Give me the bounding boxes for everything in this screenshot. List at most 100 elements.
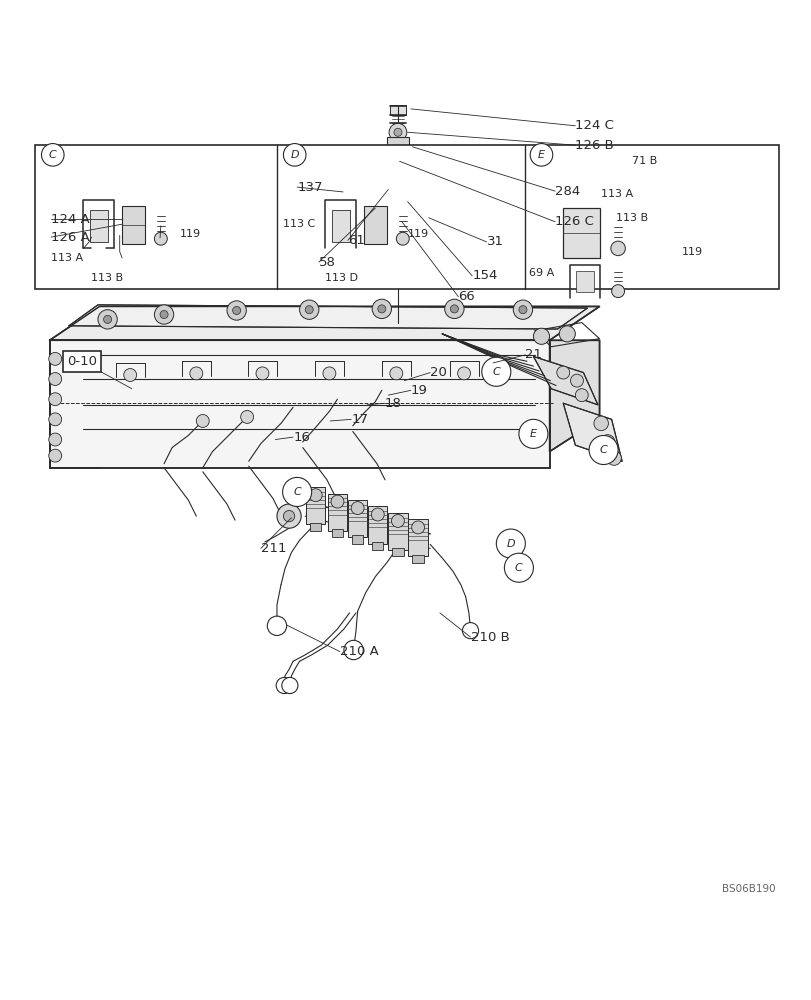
Text: 71 B: 71 B xyxy=(631,156,656,166)
Text: 284: 284 xyxy=(555,185,580,198)
Bar xyxy=(363,206,386,244)
Polygon shape xyxy=(69,305,586,329)
Circle shape xyxy=(283,144,306,166)
Circle shape xyxy=(121,216,129,224)
Polygon shape xyxy=(118,190,132,199)
Circle shape xyxy=(350,502,363,515)
Text: C: C xyxy=(514,563,522,573)
Circle shape xyxy=(305,306,313,314)
Circle shape xyxy=(299,300,319,319)
Bar xyxy=(122,206,144,244)
Text: 16: 16 xyxy=(293,431,310,444)
Circle shape xyxy=(610,241,624,256)
Text: 113 D: 113 D xyxy=(325,273,358,283)
Circle shape xyxy=(588,435,617,465)
Circle shape xyxy=(518,419,547,448)
Circle shape xyxy=(326,177,334,185)
Text: D: D xyxy=(290,150,298,160)
Circle shape xyxy=(593,416,607,431)
Circle shape xyxy=(49,373,62,385)
Circle shape xyxy=(388,123,406,141)
Text: 124 A: 124 A xyxy=(51,213,90,226)
Text: 137: 137 xyxy=(297,181,322,194)
Circle shape xyxy=(496,529,525,558)
Circle shape xyxy=(281,677,298,694)
Circle shape xyxy=(196,415,209,427)
Circle shape xyxy=(98,310,117,329)
Bar xyxy=(392,548,403,556)
Circle shape xyxy=(411,521,424,534)
Bar xyxy=(412,555,423,563)
Polygon shape xyxy=(388,513,407,550)
Bar xyxy=(35,145,778,289)
Circle shape xyxy=(444,299,464,319)
Circle shape xyxy=(49,413,62,426)
Text: 31: 31 xyxy=(486,235,503,248)
Circle shape xyxy=(530,144,552,166)
Text: 119: 119 xyxy=(681,247,702,257)
Circle shape xyxy=(533,328,549,344)
Text: 154: 154 xyxy=(471,269,497,282)
Text: 113 C: 113 C xyxy=(283,219,315,229)
Text: E: E xyxy=(538,150,544,160)
Polygon shape xyxy=(408,519,427,556)
Circle shape xyxy=(276,677,292,694)
Circle shape xyxy=(391,214,404,227)
Circle shape xyxy=(282,477,311,506)
Bar xyxy=(576,271,593,292)
Polygon shape xyxy=(49,306,599,340)
Bar xyxy=(310,523,321,531)
Circle shape xyxy=(283,510,294,522)
Circle shape xyxy=(240,410,253,423)
Bar xyxy=(563,208,599,258)
Circle shape xyxy=(255,367,268,380)
Bar xyxy=(90,210,108,242)
Text: 126 A: 126 A xyxy=(51,231,90,244)
Text: 0-10: 0-10 xyxy=(67,355,97,368)
Text: 18: 18 xyxy=(384,397,401,410)
Circle shape xyxy=(190,200,206,216)
Circle shape xyxy=(513,300,532,319)
Text: 126 C: 126 C xyxy=(555,215,594,228)
Circle shape xyxy=(611,285,624,298)
Circle shape xyxy=(518,306,526,314)
Circle shape xyxy=(49,449,62,462)
Text: 124 C: 124 C xyxy=(575,119,613,132)
Polygon shape xyxy=(533,356,597,405)
Circle shape xyxy=(394,217,401,223)
Circle shape xyxy=(255,187,272,203)
Text: 21: 21 xyxy=(525,348,542,361)
Circle shape xyxy=(559,326,575,342)
Circle shape xyxy=(481,357,510,386)
Bar xyxy=(393,205,402,218)
Circle shape xyxy=(570,374,582,387)
Bar xyxy=(332,529,343,537)
Text: 210 B: 210 B xyxy=(470,631,508,644)
Circle shape xyxy=(606,451,620,465)
Text: 58: 58 xyxy=(319,256,336,269)
Polygon shape xyxy=(389,105,406,115)
Bar xyxy=(386,137,409,153)
Circle shape xyxy=(377,305,385,313)
Text: 119: 119 xyxy=(407,229,428,239)
Circle shape xyxy=(117,212,133,228)
Circle shape xyxy=(322,173,338,189)
Circle shape xyxy=(392,164,400,172)
Text: 211: 211 xyxy=(260,542,286,555)
Text: BS06B190: BS06B190 xyxy=(721,884,775,894)
Circle shape xyxy=(190,367,203,380)
Circle shape xyxy=(396,232,409,245)
Circle shape xyxy=(123,369,136,381)
Circle shape xyxy=(127,218,135,226)
Circle shape xyxy=(309,489,322,502)
Circle shape xyxy=(323,367,336,380)
Polygon shape xyxy=(328,494,346,531)
Text: 113 A: 113 A xyxy=(600,189,633,199)
Circle shape xyxy=(194,204,202,212)
Text: 17: 17 xyxy=(350,413,367,426)
Circle shape xyxy=(154,305,174,324)
Circle shape xyxy=(260,191,268,199)
Text: 113 B: 113 B xyxy=(92,273,123,283)
Text: 61: 61 xyxy=(347,234,364,247)
Text: 113 A: 113 A xyxy=(51,253,84,263)
